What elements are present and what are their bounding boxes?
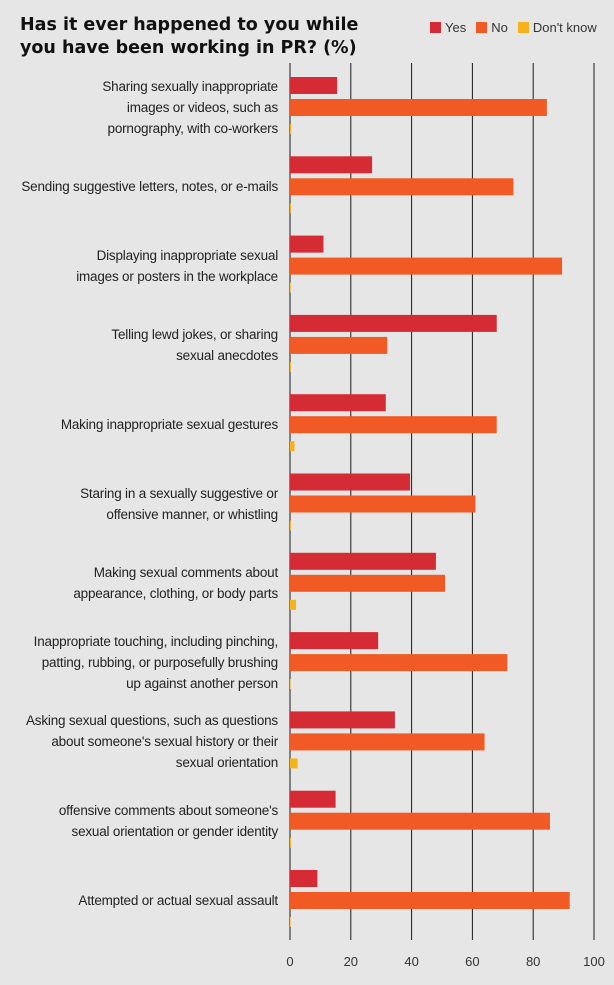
bar-dont-know	[290, 599, 297, 610]
category-label-line: Asking sexual questions, such as questio…	[25, 712, 278, 728]
bar-dont-know	[290, 361, 291, 372]
category-label-line: up against another person	[126, 675, 278, 691]
category-label-line: offensive comments about someone's	[58, 802, 278, 818]
bar-yes	[290, 790, 336, 808]
legend-label-dont-know: Don't know	[532, 20, 597, 35]
category-label: Making inappropriate sexual gestures	[10, 414, 278, 435]
category-label-line: pornography, with co-workers	[107, 120, 279, 136]
x-tick-label: 40	[404, 954, 418, 969]
bar-dont-know	[290, 837, 291, 848]
category-label: offensive comments about someone's sexual…	[10, 800, 278, 842]
bar-no	[290, 574, 446, 592]
category-label: Inappropriate touching, including pinchi…	[10, 631, 279, 694]
bar-yes	[290, 473, 411, 491]
category-label: Sharing sexually inappropriate images or …	[10, 76, 278, 139]
bar-dont-know	[290, 124, 292, 134]
bar-no	[290, 336, 388, 354]
bar-dont-know	[290, 203, 291, 214]
bar-yes	[290, 632, 379, 650]
bar-dont-know	[290, 520, 291, 531]
bar-dont-know	[290, 679, 291, 690]
bar-yes	[290, 394, 386, 412]
category-label-line: patting, rubbing, or purposefully brushi…	[41, 654, 278, 670]
legend-item-yes: Yes	[430, 20, 466, 35]
bar-no	[290, 416, 497, 434]
category-label-line: Inappropriate touching, including pinchi…	[33, 633, 279, 649]
category-label-line: Sending suggestive letters, notes, or e-…	[21, 178, 278, 194]
x-tick-label: 80	[526, 954, 540, 969]
category-label: Making sexual comments about appearance, …	[10, 562, 278, 604]
bar-yes	[290, 77, 338, 94]
bar-yes	[290, 870, 318, 887]
bar-dont-know	[290, 441, 295, 452]
x-tick-label: 100	[583, 954, 605, 969]
category-label-line: images or posters in the workplace	[76, 268, 278, 284]
bar-no	[290, 892, 570, 909]
bar-no	[290, 733, 485, 751]
category-label-line: Sharing sexually inappropriate	[102, 78, 278, 94]
category-label-line: appearance, clothing, or body parts	[73, 585, 278, 601]
bar-dont-know	[290, 282, 291, 293]
category-label-line: sexual orientation or gender identity	[71, 823, 279, 839]
x-tick-label: 0	[286, 954, 293, 969]
category-label: Attempted or actual sexual assault	[10, 890, 278, 911]
legend-label-no: No	[491, 20, 508, 35]
bar-yes	[290, 235, 324, 253]
x-tick-label: 20	[344, 954, 358, 969]
bar-no	[290, 812, 550, 830]
bar-no	[290, 178, 514, 196]
bar-yes	[290, 314, 497, 332]
category-label-line: Attempted or actual sexual assault	[78, 892, 278, 908]
x-tick-label: 60	[465, 954, 479, 969]
category-label: Sending suggestive letters, notes, or e-…	[10, 176, 278, 197]
category-label-line: Telling lewd jokes, or sharing	[111, 326, 278, 342]
category-label-line: offensive manner, or whistling	[106, 506, 278, 522]
category-label-line: sexual anecdotes	[176, 347, 278, 363]
category-label-line: Making inappropriate sexual gestures	[60, 416, 278, 432]
bar-no	[290, 257, 563, 275]
category-label-line: images or videos, such as	[126, 99, 278, 115]
legend-item-no: No	[476, 20, 508, 35]
category-label: Asking sexual questions, such as questio…	[10, 710, 278, 773]
bar-no	[290, 495, 476, 513]
category-label-line: Staring in a sexually suggestive or	[80, 485, 278, 501]
category-label: Staring in a sexually suggestive or offen…	[10, 483, 278, 525]
legend-label-yes: Yes	[445, 20, 467, 35]
category-label-line: about someone's sexual history or their	[51, 733, 278, 749]
bar-dont-know	[290, 917, 291, 927]
chart-title: Has it ever happened to you while you ha…	[20, 15, 359, 58]
bar-no	[290, 654, 508, 672]
category-label: Telling lewd jokes, or sharing sexual ane…	[10, 324, 278, 366]
legend: Yes No Don't know	[430, 20, 600, 35]
legend-swatch-no	[476, 22, 488, 33]
category-label-line: Displaying inappropriate sexual	[96, 247, 279, 263]
category-label-line: sexual orientation	[175, 754, 278, 770]
category-label-line: Making sexual comments about	[93, 564, 278, 580]
bar-yes	[290, 552, 436, 570]
category-label: Displaying inappropriate sexual images or…	[10, 245, 278, 287]
bar-yes	[290, 156, 373, 174]
legend-swatch-dont-know	[517, 22, 529, 33]
bar-dont-know	[290, 758, 298, 769]
legend-swatch-yes	[430, 22, 441, 33]
bar-no	[290, 99, 547, 116]
legend-item-dont-know: Don't know	[517, 20, 597, 35]
bar-yes	[290, 711, 395, 729]
